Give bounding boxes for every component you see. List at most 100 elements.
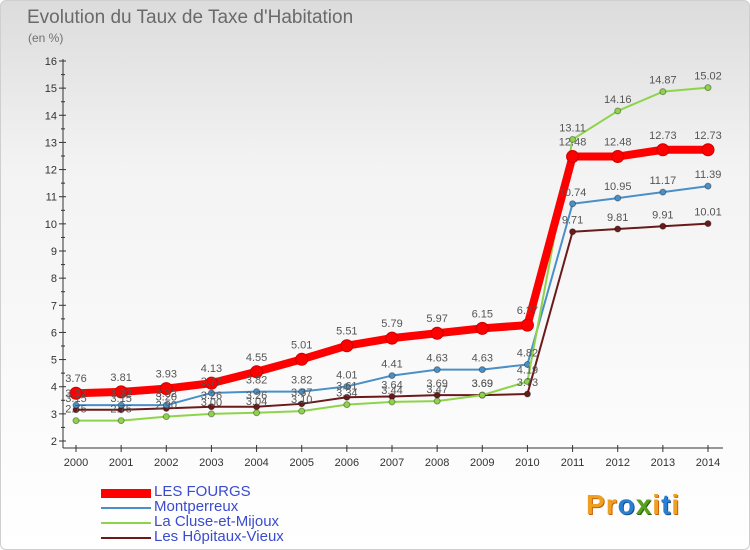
data-label: 10.01 bbox=[694, 207, 722, 219]
data-point bbox=[343, 393, 351, 401]
data-label: 4.63 bbox=[472, 353, 493, 365]
data-point bbox=[298, 407, 306, 415]
data-label: 3.81 bbox=[110, 372, 131, 384]
data-label: 4.63 bbox=[426, 353, 447, 365]
y-tick-label: 15 bbox=[45, 83, 57, 95]
data-point bbox=[569, 135, 577, 143]
x-tick-label: 2012 bbox=[605, 457, 629, 469]
x-tick-label: 2007 bbox=[380, 457, 404, 469]
data-label: 3.93 bbox=[156, 369, 177, 381]
x-tick-label: 2010 bbox=[515, 457, 539, 469]
data-label: 3.20 bbox=[156, 391, 177, 403]
data-point bbox=[704, 220, 712, 228]
data-label: 11.39 bbox=[695, 169, 722, 181]
data-point bbox=[478, 391, 486, 399]
data-label: 6.15 bbox=[472, 308, 493, 320]
data-label: 2.75 bbox=[65, 404, 86, 416]
data-label: 4.19 bbox=[517, 365, 538, 377]
data-label: 3.32 bbox=[65, 388, 86, 400]
legend-swatch bbox=[101, 522, 151, 524]
x-tick-label: 2001 bbox=[109, 457, 133, 469]
data-label: 3.37 bbox=[291, 387, 312, 399]
data-point bbox=[207, 410, 215, 418]
data-point bbox=[114, 385, 128, 399]
data-point bbox=[659, 88, 667, 96]
legend-swatch bbox=[101, 537, 151, 539]
data-label: 3.26 bbox=[246, 390, 267, 402]
data-label: 6.27 bbox=[517, 305, 538, 317]
data-label: 10.95 bbox=[604, 181, 632, 193]
data-point bbox=[704, 84, 712, 92]
data-label: 3.00 bbox=[201, 397, 222, 409]
data-label: 3.69 bbox=[426, 378, 447, 390]
y-tick-label: 4 bbox=[51, 382, 57, 394]
y-tick-label: 8 bbox=[51, 273, 57, 285]
data-point bbox=[430, 326, 444, 340]
data-point bbox=[569, 200, 577, 208]
y-tick-label: 5 bbox=[51, 355, 57, 367]
data-point bbox=[433, 397, 441, 405]
y-tick-label: 10 bbox=[45, 219, 57, 231]
data-point bbox=[162, 413, 170, 421]
data-point bbox=[69, 386, 83, 400]
data-point bbox=[298, 400, 306, 408]
legend-swatch bbox=[101, 489, 151, 498]
data-label: 2.90 bbox=[156, 400, 177, 412]
legend-swatch bbox=[101, 507, 151, 509]
proxiti-logo: Proxiti bbox=[586, 489, 681, 520]
data-label: 3.82 bbox=[246, 375, 267, 387]
legend-label: LES FOURGS bbox=[154, 483, 251, 500]
y-tick-label: 7 bbox=[51, 300, 57, 312]
data-point bbox=[72, 417, 80, 425]
x-tick-label: 2003 bbox=[199, 457, 223, 469]
data-point bbox=[704, 182, 712, 190]
data-point bbox=[340, 339, 354, 353]
data-point bbox=[253, 409, 261, 417]
data-point bbox=[207, 403, 215, 411]
data-point bbox=[250, 365, 264, 379]
data-label: 2.75 bbox=[110, 404, 131, 416]
data-label: 10.74 bbox=[559, 187, 587, 199]
data-point bbox=[656, 143, 670, 157]
x-tick-label: 2005 bbox=[289, 457, 313, 469]
legend-label: La Cluse-et-Mijoux bbox=[154, 513, 280, 530]
data-point bbox=[253, 388, 261, 396]
data-label: 4.82 bbox=[517, 347, 538, 359]
data-point bbox=[159, 382, 173, 396]
data-point bbox=[614, 225, 622, 233]
y-tick-label: 2 bbox=[51, 436, 57, 448]
data-label: 4.41 bbox=[381, 359, 402, 371]
data-point bbox=[523, 390, 531, 398]
data-point bbox=[343, 401, 351, 409]
y-tick-label: 11 bbox=[46, 192, 57, 204]
y-tick-label: 12 bbox=[45, 165, 57, 177]
data-point bbox=[295, 352, 309, 366]
data-point bbox=[117, 401, 125, 409]
data-label: 5.97 bbox=[426, 313, 447, 325]
unit-label: (en %) bbox=[28, 31, 64, 45]
legend-label: Les Hôpitaux-Vieux bbox=[154, 528, 284, 545]
data-point bbox=[388, 372, 396, 380]
legend-label: Montperreux bbox=[154, 498, 239, 515]
x-tick-label: 2004 bbox=[244, 457, 268, 469]
y-tick-label: 3 bbox=[51, 409, 57, 421]
data-label: 5.01 bbox=[291, 339, 312, 351]
data-label: 15.02 bbox=[694, 71, 722, 83]
y-tick-label: 6 bbox=[51, 327, 57, 339]
data-point bbox=[388, 398, 396, 406]
data-point bbox=[475, 321, 489, 335]
data-point bbox=[298, 388, 306, 396]
data-point bbox=[659, 222, 667, 230]
data-label: 4.13 bbox=[201, 363, 222, 375]
data-point bbox=[117, 417, 125, 425]
data-point bbox=[566, 150, 580, 164]
data-label: 3.76 bbox=[65, 373, 86, 385]
data-label: 3.32 bbox=[110, 388, 131, 400]
data-point bbox=[433, 366, 441, 374]
data-label: 12.48 bbox=[559, 137, 587, 149]
y-tick-label: 14 bbox=[45, 110, 57, 122]
data-point bbox=[385, 331, 399, 345]
data-label: 13.11 bbox=[559, 122, 586, 134]
x-tick-label: 2006 bbox=[335, 457, 359, 469]
